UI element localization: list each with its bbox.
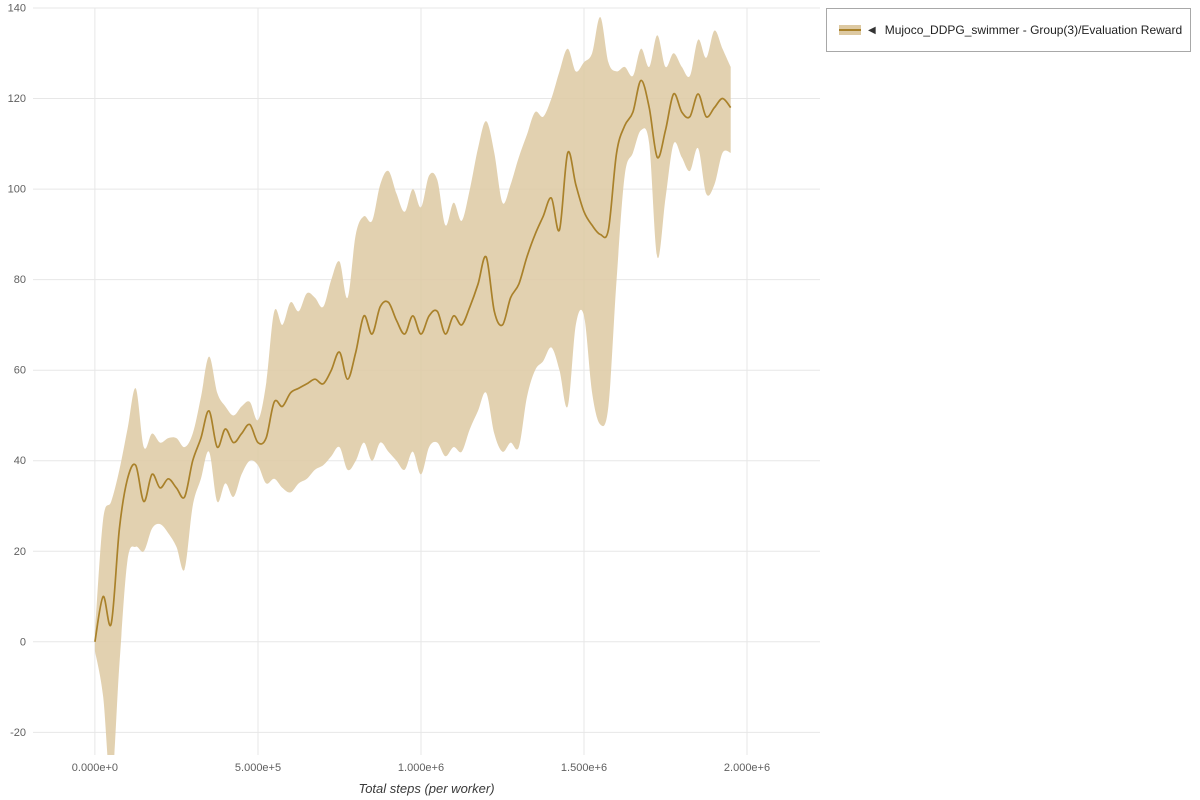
- svg-text:60: 60: [14, 365, 26, 377]
- legend[interactable]: ◀ Mujoco_DDPG_swimmer - Group(3)/Evaluat…: [826, 8, 1191, 52]
- svg-text:140: 140: [8, 3, 26, 15]
- svg-text:1.500e+6: 1.500e+6: [561, 762, 607, 774]
- x-axis-label: Total steps (per worker): [358, 781, 495, 796]
- legend-series-label: Mujoco_DDPG_swimmer - Group(3)/Evaluatio…: [884, 23, 1183, 37]
- svg-text:100: 100: [8, 184, 26, 196]
- svg-text:2.000e+6: 2.000e+6: [724, 762, 770, 774]
- svg-text:40: 40: [14, 455, 26, 467]
- svg-text:80: 80: [14, 274, 26, 286]
- legend-collapse-icon[interactable]: ◀: [868, 24, 876, 36]
- svg-text:-20: -20: [10, 727, 26, 739]
- svg-text:20: 20: [14, 546, 26, 558]
- svg-text:120: 120: [8, 93, 26, 105]
- svg-text:0.000e+0: 0.000e+0: [72, 762, 118, 774]
- svg-text:0: 0: [20, 636, 26, 648]
- series-swatch-icon: [839, 23, 861, 37]
- svg-text:5.000e+5: 5.000e+5: [235, 762, 281, 774]
- svg-text:1.000e+6: 1.000e+6: [398, 762, 444, 774]
